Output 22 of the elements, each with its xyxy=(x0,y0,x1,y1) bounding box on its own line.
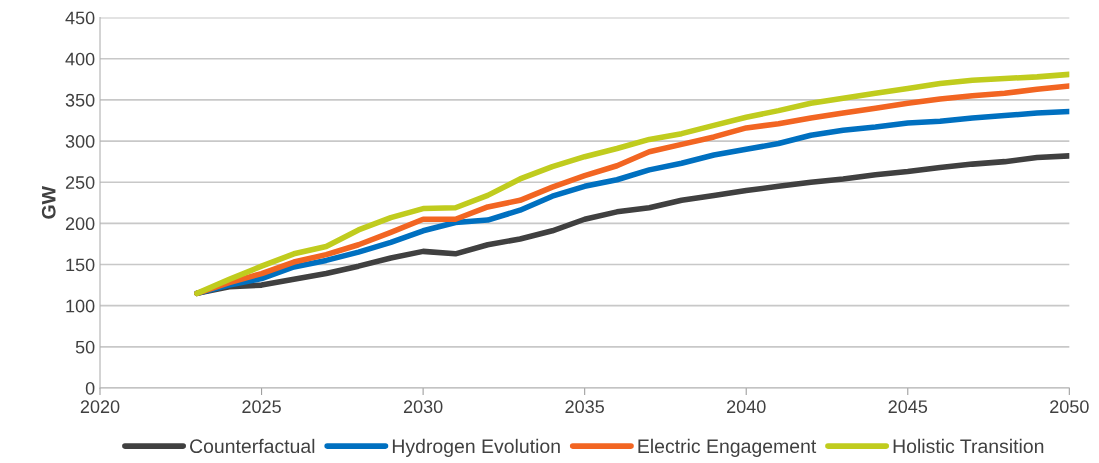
y-tick-label: 200 xyxy=(65,217,95,231)
legend-label: Holistic Transition xyxy=(893,438,1044,454)
y-tick-label: 250 xyxy=(65,176,95,189)
x-tick-label: 2035 xyxy=(565,400,604,414)
y-tick-label: 300 xyxy=(65,135,95,148)
y-tick-label: 50 xyxy=(75,340,95,354)
x-tick-label: 2040 xyxy=(727,400,766,414)
y-tick-label: 150 xyxy=(66,258,95,272)
x-tick-label: 2025 xyxy=(242,400,281,414)
y-axis-title: GW xyxy=(41,186,56,219)
y-tick-label: 350 xyxy=(65,93,95,107)
y-tick-label: 400 xyxy=(65,52,95,66)
y-tick-label: 450 xyxy=(65,11,95,25)
y-tick-label: 100 xyxy=(66,299,95,313)
x-tick-label: 2020 xyxy=(80,400,120,414)
x-tick-label: 2050 xyxy=(1050,400,1089,414)
x-tick-label: 2045 xyxy=(888,400,928,414)
x-tick-label: 2030 xyxy=(403,400,443,414)
legend-label: Hydrogen Evolution xyxy=(392,438,560,457)
legend-label: Electric Engagement xyxy=(638,438,817,457)
legend-label: Counterfactual xyxy=(190,438,315,454)
y-tick-label: 0 xyxy=(85,381,95,395)
